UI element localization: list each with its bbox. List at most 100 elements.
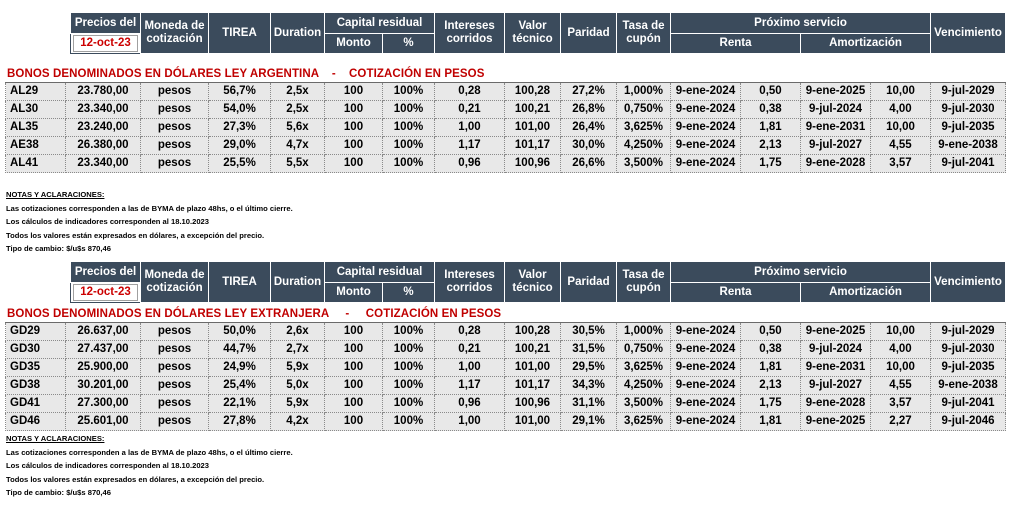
cell-duration: 2,6x bbox=[270, 322, 325, 341]
cell-ticker: AL29 bbox=[5, 82, 66, 101]
cell-paridad: 29,1% bbox=[560, 412, 617, 431]
cell-intereses: 0,28 bbox=[434, 82, 505, 101]
cell-renta: 0,50 bbox=[740, 82, 801, 101]
table-row: GD38 30.201,00 pesos 25,4% 5,0x 100 100% 1,17 10… bbox=[5, 376, 1006, 395]
cell-pct: 100% bbox=[382, 394, 435, 413]
header-vencimiento: Vencimiento bbox=[930, 261, 1007, 303]
cell-fecha-renta: 9-ene-2024 bbox=[670, 358, 741, 377]
cell-vencimiento: 9-jul-2041 bbox=[930, 394, 1006, 413]
cell-ticker: GD35 bbox=[5, 358, 66, 377]
cell-duration: 5,6x bbox=[270, 118, 325, 137]
table-row: GD46 25.601,00 pesos 27,8% 4,2x 100 100% 1,00 10… bbox=[5, 412, 1006, 431]
cell-paridad: 26,4% bbox=[560, 118, 617, 137]
cell-fecha-renta: 9-ene-2024 bbox=[670, 136, 741, 155]
cell-amortizacion: 10,00 bbox=[870, 118, 931, 137]
note-line: Todos los valores están expresados en dó… bbox=[6, 474, 265, 484]
table-row: AE38 26.380,00 pesos 29,0% 4,7x 100 100% 1,17 10… bbox=[5, 136, 1006, 155]
cell-ticker: GD41 bbox=[5, 394, 66, 413]
cell-tasa-cupon: 3,500% bbox=[616, 154, 671, 173]
cell-valor-tecnico: 100,28 bbox=[504, 82, 561, 101]
cell-monto: 100 bbox=[324, 118, 383, 137]
cell-valor-tecnico: 100,21 bbox=[504, 340, 561, 359]
cell-precio: 26.637,00 bbox=[65, 322, 141, 341]
cell-fecha-amortizacion: 9-jul-2024 bbox=[800, 340, 871, 359]
cell-precio: 27.300,00 bbox=[65, 394, 141, 413]
cell-moneda: pesos bbox=[140, 100, 209, 119]
table-row: AL30 23.340,00 pesos 54,0% 2,5x 100 100% 0,21 10… bbox=[5, 100, 1006, 119]
cell-intereses: 1,00 bbox=[434, 118, 505, 137]
cell-monto: 100 bbox=[324, 358, 383, 377]
cell-amortizacion: 10,00 bbox=[870, 358, 931, 377]
cell-precio: 26.380,00 bbox=[65, 136, 141, 155]
header-intereses: Intereses corridos bbox=[434, 12, 506, 54]
cell-pct: 100% bbox=[382, 340, 435, 359]
price-date: 12-oct-23 bbox=[73, 35, 138, 52]
cell-moneda: pesos bbox=[140, 82, 209, 101]
cell-tasa-cupon: 0,750% bbox=[616, 340, 671, 359]
cell-moneda: pesos bbox=[140, 412, 209, 431]
header-precios-del: Precios del bbox=[70, 261, 141, 283]
cell-vencimiento: 9-jul-2046 bbox=[930, 412, 1006, 431]
cell-tasa-cupon: 3,625% bbox=[616, 358, 671, 377]
header-monto: Monto bbox=[324, 282, 383, 303]
cell-ticker: AL35 bbox=[5, 118, 66, 137]
cell-fecha-renta: 9-ene-2024 bbox=[670, 394, 741, 413]
cell-fecha-amortizacion: 9-ene-2025 bbox=[800, 82, 871, 101]
cell-valor-tecnico: 100,28 bbox=[504, 322, 561, 341]
cell-duration: 5,9x bbox=[270, 394, 325, 413]
cell-valor-tecnico: 101,17 bbox=[504, 376, 561, 395]
cell-renta: 0,38 bbox=[740, 340, 801, 359]
price-date-cell: 12-oct-23 bbox=[70, 282, 141, 303]
header-tasa-cupon: Tasa de cupón bbox=[616, 261, 672, 303]
header-duration: Duration bbox=[270, 261, 325, 303]
cell-renta: 1,75 bbox=[740, 394, 801, 413]
cell-vencimiento: 9-jul-2030 bbox=[930, 100, 1006, 119]
header-monto: Monto bbox=[324, 33, 383, 54]
cell-pct: 100% bbox=[382, 154, 435, 173]
header-duration: Duration bbox=[270, 12, 325, 54]
cell-amortizacion: 4,55 bbox=[870, 376, 931, 395]
cell-vencimiento: 9-jul-2029 bbox=[930, 82, 1006, 101]
table-row: GD29 26.637,00 pesos 50,0% 2,6x 100 100% 0,28 10… bbox=[5, 322, 1006, 341]
cell-precio: 25.900,00 bbox=[65, 358, 141, 377]
header-capital-residual: Capital residual bbox=[323, 12, 436, 34]
cell-ticker: GD29 bbox=[5, 322, 66, 341]
cell-renta: 1,81 bbox=[740, 412, 801, 431]
note-line: Las cotizaciones corresponden a las de B… bbox=[6, 447, 293, 457]
cell-moneda: pesos bbox=[140, 358, 209, 377]
cell-fecha-amortizacion: 9-ene-2028 bbox=[800, 154, 871, 173]
cell-paridad: 26,8% bbox=[560, 100, 617, 119]
cell-tasa-cupon: 0,750% bbox=[616, 100, 671, 119]
cell-fecha-amortizacion: 9-jul-2024 bbox=[800, 100, 871, 119]
note-line: Las cotizaciones corresponden a las de B… bbox=[6, 203, 293, 213]
cell-monto: 100 bbox=[324, 82, 383, 101]
table-row: GD41 27.300,00 pesos 22,1% 5,9x 100 100% 0,96 10… bbox=[5, 394, 1006, 413]
header-tasa-cupon: Tasa de cupón bbox=[616, 12, 672, 54]
cell-fecha-amortizacion: 9-jul-2027 bbox=[800, 136, 871, 155]
cell-vencimiento: 9-jul-2041 bbox=[930, 154, 1006, 173]
cell-tirea: 24,9% bbox=[208, 358, 271, 377]
cell-renta: 1,81 bbox=[740, 118, 801, 137]
column-header: Precios del Moneda de cotización TIREA D… bbox=[70, 12, 1007, 54]
cell-pct: 100% bbox=[382, 136, 435, 155]
cell-valor-tecnico: 101,00 bbox=[504, 118, 561, 137]
cell-fecha-renta: 9-ene-2024 bbox=[670, 118, 741, 137]
cell-intereses: 0,96 bbox=[434, 394, 505, 413]
cell-renta: 1,75 bbox=[740, 154, 801, 173]
cell-ticker: GD30 bbox=[5, 340, 66, 359]
header-paridad: Paridad bbox=[560, 261, 618, 303]
header-proximo-servicio: Próximo servicio bbox=[670, 261, 932, 283]
header-amortizacion: Amortización bbox=[800, 33, 932, 54]
cell-fecha-amortizacion: 9-ene-2028 bbox=[800, 394, 871, 413]
cell-paridad: 31,5% bbox=[560, 340, 617, 359]
cell-duration: 4,7x bbox=[270, 136, 325, 155]
cell-pct: 100% bbox=[382, 100, 435, 119]
cell-monto: 100 bbox=[324, 136, 383, 155]
cell-vencimiento: 9-jul-2030 bbox=[930, 340, 1006, 359]
cell-duration: 2,7x bbox=[270, 340, 325, 359]
note-line: Los cálculos de indicadores corresponden… bbox=[6, 461, 210, 471]
notes-heading: NOTAS Y ACLARACIONES: bbox=[6, 434, 105, 443]
cell-valor-tecnico: 100,96 bbox=[504, 394, 561, 413]
cell-intereses: 1,00 bbox=[434, 412, 505, 431]
cell-monto: 100 bbox=[324, 154, 383, 173]
